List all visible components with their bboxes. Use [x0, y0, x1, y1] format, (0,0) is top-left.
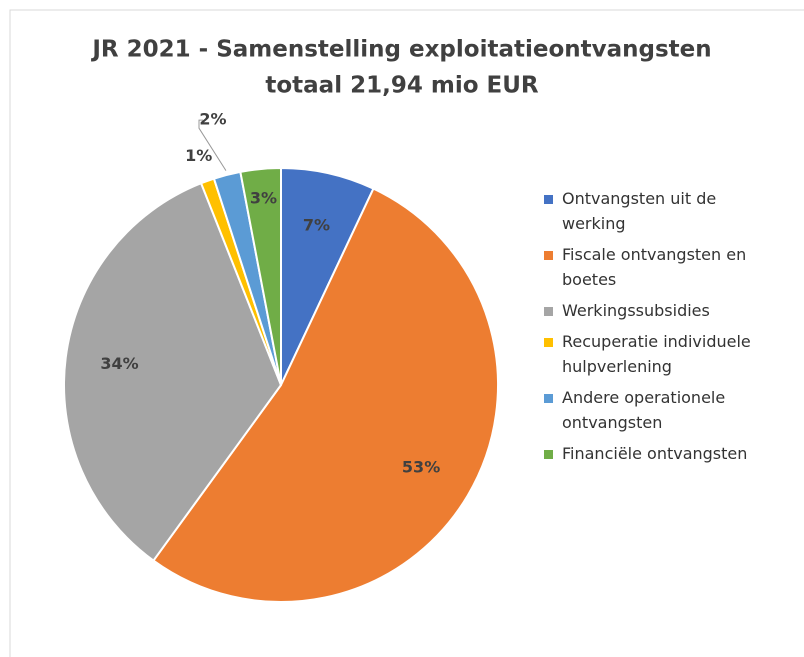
legend-swatch: [544, 450, 553, 459]
pie-slice: [63, 181, 283, 562]
legend-label: Recuperatie individuele hulpverlening: [562, 332, 751, 376]
legend-item: Werkingssubsidies: [538, 298, 783, 323]
chart-subtitle: totaal 21,94 mio EUR: [265, 73, 539, 99]
legend-item: Andere operationele ontvangsten: [538, 385, 783, 435]
legend-label: Financiële ontvangsten: [562, 444, 748, 463]
legend-label: Andere operationele ontvangsten: [562, 388, 726, 432]
legend-swatch: [544, 195, 553, 204]
data-label: 2%: [199, 110, 226, 129]
data-label: 1%: [185, 146, 212, 165]
legend-item: Recuperatie individuele hulpverlening: [538, 329, 783, 379]
pie-slice: [239, 166, 282, 386]
legend-swatch: [544, 338, 553, 347]
legend-swatch: [544, 307, 553, 316]
legend: Ontvangsten uit de werking Fiscale ontvan…: [538, 186, 783, 472]
legend-label: Ontvangsten uit de werking: [562, 189, 717, 233]
pie-slice: [152, 187, 500, 603]
legend-label: Werkingssubsidies: [562, 301, 710, 320]
legend-item: Financiële ontvangsten: [538, 441, 783, 466]
legend-item: Fiscale ontvangsten en boetes: [538, 242, 783, 292]
data-label: 34%: [100, 354, 138, 373]
legend-label: Fiscale ontvangsten en boetes: [562, 245, 747, 289]
legend-item: Ontvangsten uit de werking: [538, 186, 783, 236]
leader-line: [198, 119, 227, 171]
legend-swatch: [544, 251, 553, 260]
frame: [9, 9, 804, 657]
legend-swatch: [544, 394, 553, 403]
chart-title: JR 2021 - Samenstelling exploitatieontva…: [90, 37, 711, 63]
data-label: 7%: [303, 216, 330, 235]
data-label: 53%: [402, 457, 440, 476]
data-label: 3%: [250, 189, 277, 208]
